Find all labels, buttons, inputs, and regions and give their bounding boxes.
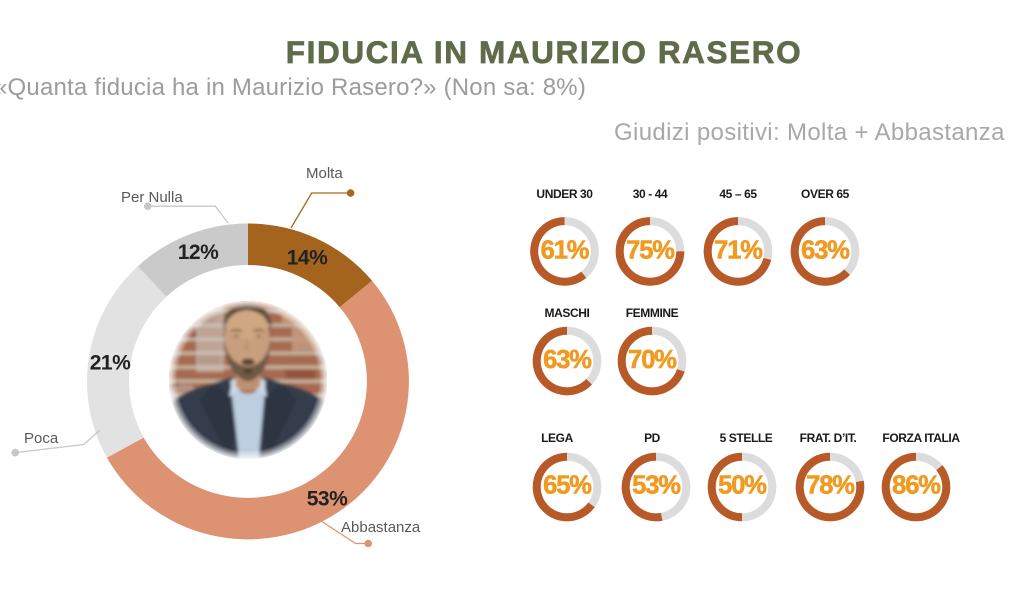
svg-text:53%: 53% [307,488,348,511]
svg-text:5 STELLE: 5 STELLE [720,431,773,445]
svg-text:FEMMINE: FEMMINE [626,306,679,320]
svg-text:65%: 65% [543,472,591,500]
svg-text:45 – 65: 45 – 65 [719,187,757,201]
svg-text:71%: 71% [714,237,762,265]
svg-text:OVER 65: OVER 65 [801,187,850,201]
svg-text:«Quanta fiducia ha in Maurizio: «Quanta fiducia ha in Maurizio Rasero?» … [0,74,586,101]
svg-text:14%: 14% [287,247,328,270]
svg-text:Abbastanza: Abbastanza [341,519,421,536]
svg-text:PD: PD [644,431,661,445]
svg-text:63%: 63% [801,237,849,265]
svg-text:50%: 50% [718,472,766,500]
svg-text:30 - 44: 30 - 44 [633,187,668,201]
svg-text:63%: 63% [543,346,591,374]
svg-text:61%: 61% [541,237,589,265]
svg-text:53%: 53% [632,472,680,500]
svg-text:FORZA ITALIA: FORZA ITALIA [882,431,960,445]
svg-text:86%: 86% [892,472,940,500]
svg-text:MASCHI: MASCHI [545,306,590,320]
svg-text:Poca: Poca [24,430,59,447]
svg-text:75%: 75% [626,237,674,265]
svg-text:21%: 21% [90,352,131,375]
svg-text:78%: 78% [806,472,854,500]
svg-text:Molta: Molta [306,165,343,182]
svg-text:Per Nulla: Per Nulla [121,189,183,206]
svg-text:UNDER 30: UNDER 30 [536,187,593,201]
svg-text:LEGA: LEGA [541,431,573,445]
svg-text:FRAT. D’IT.: FRAT. D’IT. [800,431,857,445]
svg-text:FIDUCIA IN MAURIZIO RASERO: FIDUCIA IN MAURIZIO RASERO [286,34,802,70]
svg-text:70%: 70% [628,346,676,374]
svg-text:12%: 12% [178,241,219,264]
svg-text:Giudizi positivi: Molta + Abba: Giudizi positivi: Molta + Abbastanza [614,119,1005,146]
